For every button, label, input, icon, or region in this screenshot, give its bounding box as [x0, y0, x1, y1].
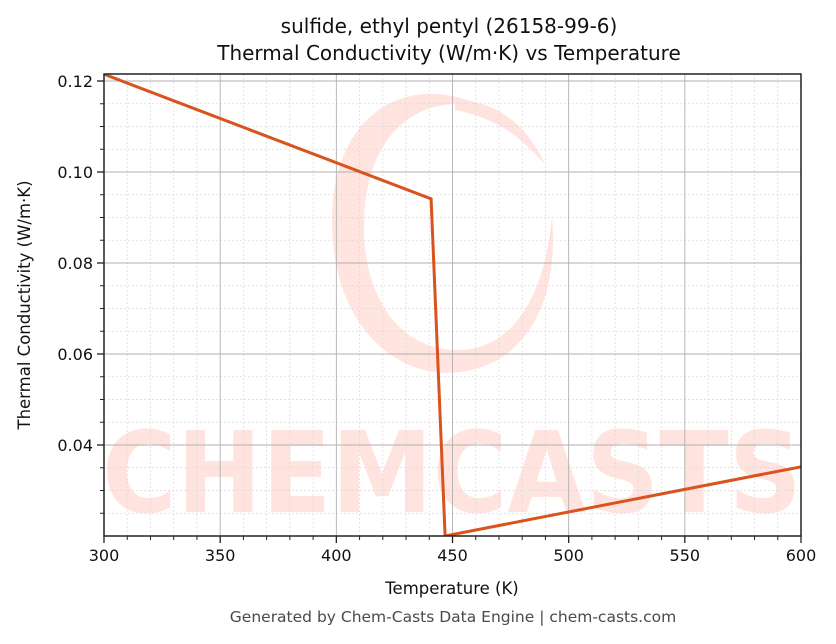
chart-title-property: Thermal Conductivity (W/m·K) vs Temperat…	[217, 41, 681, 65]
footer-credit: Generated by Chem-Casts Data Engine | ch…	[229, 608, 677, 626]
x-tick-label: 300	[89, 546, 120, 565]
x-tick-label: 450	[437, 546, 468, 565]
x-axis-label: Temperature (K)	[384, 579, 518, 598]
watermark-text: CHEMCASTS	[102, 409, 802, 539]
axis-ticks	[97, 80, 802, 543]
x-tick-label: 600	[786, 546, 817, 565]
x-tick-label: 550	[670, 546, 701, 565]
x-tick-labels: 300 350 400 450 500 550 600	[89, 546, 817, 565]
y-tick-label: 0.12	[57, 72, 93, 91]
x-tick-label: 400	[321, 546, 352, 565]
x-tick-label: 500	[553, 546, 584, 565]
data-series	[104, 74, 801, 536]
chemcasts-watermark: CHEMCASTS	[102, 93, 802, 539]
chart-title-compound: sulfide, ethyl pentyl (26158-99-6)	[280, 14, 618, 38]
y-tick-labels: 0.04 0.06 0.08 0.10 0.12	[57, 72, 93, 455]
thermal-conductivity-line	[104, 74, 801, 536]
x-tick-label: 350	[205, 546, 236, 565]
y-tick-label: 0.04	[57, 436, 93, 455]
y-axis-label: Thermal Conductivity (W/m·K)	[15, 180, 34, 430]
y-tick-label: 0.10	[57, 163, 93, 182]
y-tick-label: 0.08	[57, 254, 93, 273]
y-tick-label: 0.06	[57, 345, 93, 364]
